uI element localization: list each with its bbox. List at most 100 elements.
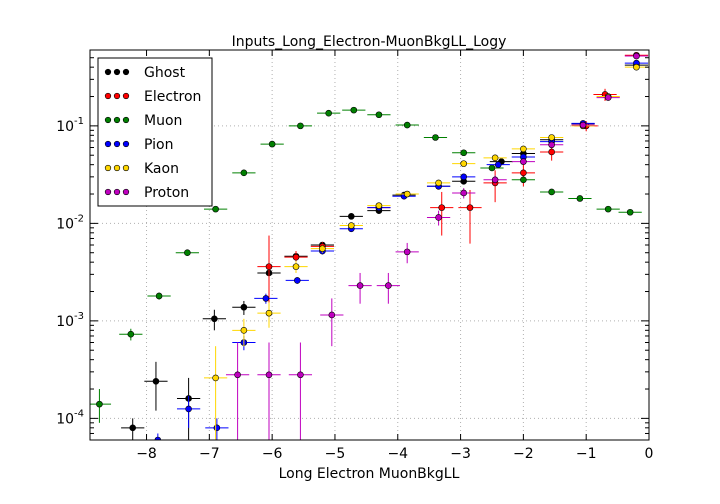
x-tick-label: −1: [576, 446, 597, 462]
proton-point: [403, 248, 411, 256]
muon-point: [127, 330, 135, 338]
chart-title: Inputs_Long_Electron-MuonBkgLL_Logy: [232, 34, 507, 50]
legend-box: [97, 57, 213, 207]
kaon-point: [240, 327, 248, 334]
kaon-point: [460, 160, 468, 167]
muon-point: [576, 195, 584, 202]
muon-point: [432, 134, 439, 141]
x-tick-label: −5: [325, 446, 346, 462]
proton-point: [265, 371, 273, 379]
legend-label-proton: Proton: [144, 185, 189, 201]
proton-point: [297, 371, 304, 379]
axes: −8 −7 −6 −5 −4 −3 −2 −1 0 10-4 10-3 10-2 10-1: [56, 50, 653, 462]
proton-point: [579, 121, 587, 129]
legend-marker-proton: [122, 188, 130, 196]
legend-marker-muon: [113, 116, 121, 124]
muon-point: [325, 109, 332, 117]
proton-point: [460, 189, 468, 197]
pion-point: [262, 295, 270, 302]
electron-point: [548, 148, 555, 156]
legend-marker-electron: [113, 92, 121, 100]
y-tick-label: 10-3: [56, 311, 84, 330]
x-tick-label: −4: [387, 446, 408, 462]
muon-point: [96, 400, 103, 408]
plot-frame: [89, 49, 650, 441]
electron-point: [265, 263, 273, 270]
x-tick-label: −3: [450, 446, 471, 462]
legend-marker-ghost: [122, 68, 130, 76]
pion-point: [154, 436, 162, 440]
proton-point: [604, 94, 612, 101]
kaon-point: [435, 179, 442, 187]
proton-point: [385, 282, 392, 289]
legend: Ghost Electron Muon Pion Kaon Proton: [97, 57, 213, 207]
proton-point: [328, 311, 336, 319]
muon-point: [350, 106, 358, 114]
muon-point: [488, 164, 496, 172]
legend-marker-ghost: [113, 68, 121, 76]
muon-point: [212, 205, 219, 213]
kaon-point: [375, 202, 383, 209]
legend-marker-proton: [113, 188, 121, 196]
muon-point: [155, 292, 163, 300]
electron-point: [438, 204, 446, 211]
pion-point: [293, 277, 301, 284]
legend-label-ghost: Ghost: [144, 65, 186, 81]
proton-point: [633, 52, 640, 60]
pion-point: [494, 161, 502, 168]
kaon-point: [548, 134, 555, 141]
x-tick-label: −7: [199, 446, 220, 462]
proton-point: [548, 141, 555, 149]
legend-marker-proton: [104, 188, 112, 196]
electron-point: [520, 169, 527, 177]
legend-marker-kaon: [104, 164, 112, 172]
x-axis-label: Long Electron MuonBkgLL: [279, 466, 460, 482]
legend-marker-pion: [104, 140, 112, 148]
proton-point: [234, 371, 241, 379]
ghost-point: [347, 213, 355, 220]
kaon-point: [491, 154, 499, 162]
proton-point: [520, 158, 527, 165]
legend-label-pion: Pion: [144, 137, 173, 153]
proton-point: [435, 214, 442, 221]
kaon-point: [212, 374, 219, 382]
kaon-point: [319, 245, 326, 252]
legend-marker-muon: [122, 116, 130, 124]
legend-marker-pion: [122, 140, 130, 148]
muon-point: [520, 176, 527, 184]
electron-point: [466, 204, 474, 211]
data-series: [90, 51, 649, 440]
legend-marker-kaon: [122, 164, 130, 172]
legend-label-kaon: Kaon: [144, 161, 179, 177]
muon-point: [403, 121, 411, 129]
pion-point: [460, 173, 468, 181]
kaon-point: [520, 145, 527, 153]
series-proton: [225, 52, 649, 440]
series-muon: [90, 106, 642, 423]
legend-marker-electron: [122, 92, 130, 100]
data-clip-group: [90, 51, 649, 440]
ghost-point: [129, 424, 137, 432]
legend-marker-muon: [104, 116, 112, 124]
legend-marker-pion: [113, 140, 121, 148]
muon-point: [626, 208, 634, 216]
ghost-point: [240, 303, 248, 311]
y-tick-label: 10-2: [56, 213, 84, 232]
x-tick-label: −8: [136, 446, 157, 462]
proton-point: [356, 282, 364, 289]
ghost-point: [211, 315, 218, 323]
legend-label-electron: Electron: [144, 89, 201, 105]
x-tick-label: −6: [262, 446, 283, 462]
legend-label-muon: Muon: [144, 113, 182, 129]
legend-marker-kaon: [113, 164, 121, 172]
kaon-point: [633, 63, 640, 71]
ghost-point: [152, 377, 160, 385]
muon-point: [297, 122, 304, 130]
muon-point: [604, 205, 612, 213]
muon-point: [548, 188, 555, 196]
muon-point: [240, 169, 248, 177]
y-tick-label: 10-4: [56, 408, 84, 427]
pion-point: [185, 405, 192, 413]
legend-marker-electron: [104, 92, 112, 100]
